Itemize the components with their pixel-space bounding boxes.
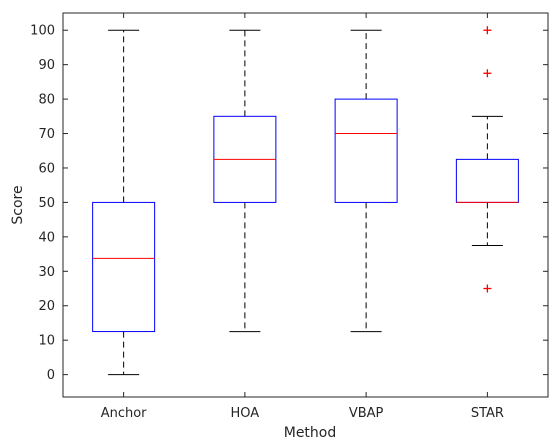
box-iqr bbox=[92, 201, 156, 333]
y-tick-label: 10 bbox=[38, 334, 55, 349]
x-tick-label: Anchor bbox=[101, 406, 147, 421]
box-iqr bbox=[334, 98, 398, 203]
y-axis-ticks: 0 10 20 30 40 50 60 70 80 90 100 bbox=[30, 24, 548, 383]
y-tick-label: 40 bbox=[38, 230, 55, 245]
x-tick-label: VBAP bbox=[349, 406, 384, 421]
y-tick-label: 0 bbox=[47, 368, 55, 383]
y-tick-label: 100 bbox=[30, 24, 55, 39]
x-axis-ticks: Anchor HOA VBAP STAR bbox=[101, 13, 504, 421]
y-tick-label: 20 bbox=[38, 299, 55, 314]
box-group bbox=[92, 29, 156, 376]
boxes-layer bbox=[92, 26, 519, 376]
y-tick-label: 60 bbox=[38, 161, 55, 176]
y-tick-label: 50 bbox=[38, 196, 55, 211]
y-tick-label: 30 bbox=[38, 265, 55, 280]
outlier-marker bbox=[483, 69, 492, 78]
box-group bbox=[334, 29, 398, 333]
x-tick-label: HOA bbox=[231, 406, 260, 421]
x-axis-label: Method bbox=[284, 425, 337, 441]
box-group bbox=[455, 26, 519, 293]
outlier-marker bbox=[483, 26, 492, 35]
plot-area bbox=[62, 12, 549, 398]
x-tick-label: STAR bbox=[471, 406, 504, 421]
y-tick-label: 70 bbox=[38, 127, 55, 142]
box-group bbox=[213, 29, 277, 333]
y-tick-label: 80 bbox=[38, 93, 55, 108]
y-axis-label: Score bbox=[10, 185, 26, 224]
outlier-marker bbox=[483, 284, 492, 293]
y-tick-label: 90 bbox=[38, 58, 55, 73]
